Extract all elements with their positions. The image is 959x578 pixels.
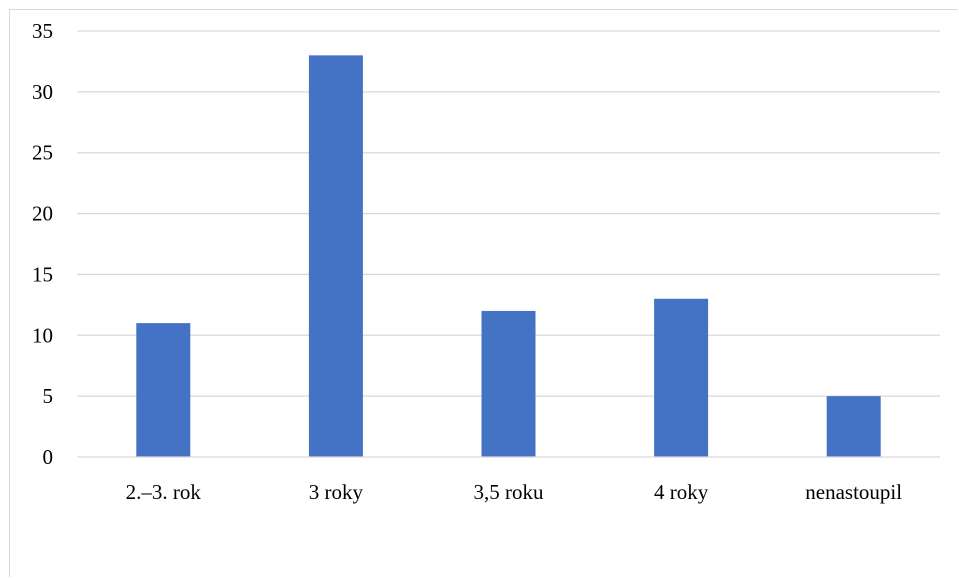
chart-frame: [9, 9, 958, 577]
y-tick-label: 25: [32, 141, 53, 165]
bar-2: [481, 310, 536, 457]
x-tick-label: 4 roky: [654, 480, 709, 504]
y-tick-label: 5: [43, 384, 54, 408]
bar-1: [308, 55, 363, 457]
y-tick-label: 30: [32, 80, 53, 104]
y-tick-label: 20: [32, 202, 53, 226]
y-tick-label: 35: [32, 19, 53, 43]
bars: [136, 55, 881, 457]
x-axis-tick-labels: 2.–3. rok 3 roky 3,5 roku 4 roky nenastoupil: [126, 480, 903, 504]
bar-4: [826, 396, 881, 457]
bar-3: [654, 298, 709, 457]
y-axis-tick-labels: 0 5 10 15 20 25 30 35: [32, 19, 53, 469]
x-tick-label: nenastoupil: [805, 480, 902, 504]
y-tick-label: 15: [32, 262, 53, 286]
y-tick-label: 0: [43, 445, 54, 469]
x-tick-label: 3,5 roku: [474, 480, 544, 504]
y-tick-label: 10: [32, 323, 53, 347]
bar-0: [136, 323, 191, 457]
x-tick-label: 2.–3. rok: [126, 480, 202, 504]
x-tick-label: 3 roky: [309, 480, 364, 504]
